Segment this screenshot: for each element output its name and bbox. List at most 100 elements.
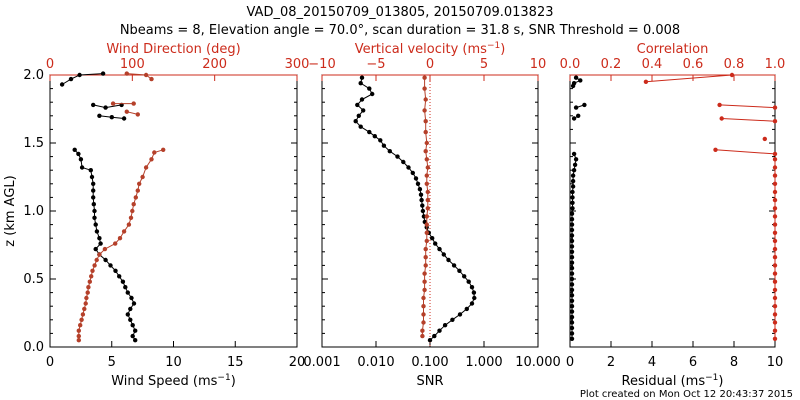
- wind-speed-point: [128, 306, 133, 312]
- x-bottom-tick-label: 20: [289, 355, 306, 370]
- vertical-velocity-point: [420, 328, 425, 333]
- x-top-tick-label: −10: [308, 57, 335, 72]
- residual-point: [569, 265, 575, 271]
- snr-point: [406, 165, 411, 170]
- wind-direction-point: [131, 202, 136, 207]
- correlation-point: [772, 230, 778, 235]
- wind-speed-point: [120, 279, 126, 284]
- correlation-point: [772, 238, 778, 244]
- x-top-tick-label: −5: [366, 57, 385, 72]
- correlation-point: [772, 206, 778, 211]
- correlation-line: [721, 118, 776, 122]
- residual-point: [569, 233, 575, 238]
- x-top-tick-label: 1.0: [765, 57, 786, 72]
- x-bottom-tick-label: 8: [730, 355, 738, 370]
- vertical-velocity-point: [423, 263, 428, 268]
- vertical-velocity-point: [423, 129, 428, 135]
- snr-point: [446, 257, 451, 263]
- snr-point: [469, 301, 475, 306]
- wind-speed-point: [109, 115, 115, 120]
- x-top-tick-label: 0: [46, 57, 54, 72]
- snr-line: [355, 77, 475, 341]
- snr-point: [358, 81, 363, 86]
- snr-point: [367, 86, 372, 91]
- x-top-tick-label: 100: [120, 57, 145, 72]
- residual-point: [569, 331, 575, 336]
- vertical-velocity-point: [424, 238, 429, 244]
- chart-panel-quality: 0 2 4 6 8 10 0.0 0.2 0.4 0.6 0.8 1.0: [560, 57, 786, 370]
- vertical-velocity-point: [421, 304, 426, 309]
- correlation-point: [772, 214, 778, 219]
- wind-speed-point: [91, 202, 97, 207]
- correlation-point: [772, 312, 778, 317]
- residual-point: [569, 314, 575, 320]
- wind-speed-line: [61, 73, 104, 85]
- y-tick-label: 0.5: [23, 272, 44, 287]
- correlation-line: [715, 149, 776, 155]
- x-bottom-tick-label: 10: [165, 355, 182, 370]
- snr-point: [410, 170, 415, 176]
- vertical-velocity-point: [422, 271, 427, 276]
- snr-point: [442, 323, 448, 328]
- residual-point: [569, 276, 575, 282]
- wind-direction-point: [131, 101, 136, 106]
- snr-point: [359, 97, 365, 102]
- wind-speed-point: [88, 168, 94, 173]
- correlation-point: [772, 287, 778, 293]
- wind-direction-point: [92, 263, 97, 268]
- vertical-velocity-point: [423, 246, 428, 252]
- wind-direction-point: [80, 312, 86, 317]
- wind-speed-point: [97, 113, 102, 119]
- wind-direction-point: [89, 274, 94, 279]
- snr-point: [359, 75, 365, 80]
- snr-point: [420, 203, 425, 208]
- x-top-tick-label: 10: [530, 57, 547, 72]
- wind-speed-point: [92, 215, 97, 220]
- y-tick-label: 1.0: [23, 204, 44, 219]
- x-top-tick-label: 200: [202, 57, 227, 72]
- correlation-point: [772, 336, 778, 341]
- x-top-tick-label: 5: [480, 57, 488, 72]
- residual-point: [569, 227, 575, 233]
- wind-speed-line: [74, 149, 136, 341]
- snr-point: [466, 279, 471, 284]
- vertical-velocity-point: [423, 255, 428, 260]
- vertical-velocity-point: [424, 140, 429, 146]
- wind-speed-point: [93, 222, 98, 227]
- correlation-point: [772, 157, 778, 162]
- residual-point: [569, 222, 575, 227]
- snr-point: [420, 208, 426, 214]
- correlation-line: [645, 74, 733, 83]
- wind-speed-point: [77, 72, 82, 78]
- x-bottom-axis-label: Residual (ms−1): [622, 373, 724, 389]
- residual-point: [582, 102, 587, 108]
- snr-point: [457, 312, 463, 317]
- wind-direction-point: [133, 195, 138, 200]
- residual-point: [569, 320, 575, 325]
- x-bottom-tick-label: 10.000: [515, 355, 561, 370]
- snr-point: [419, 197, 424, 203]
- wind-direction-point: [117, 236, 123, 241]
- wind-direction-point: [137, 181, 142, 186]
- snr-point: [367, 129, 372, 135]
- correlation-point: [772, 119, 778, 124]
- wind-direction-point: [76, 328, 82, 333]
- vertical-velocity-point: [424, 214, 429, 219]
- correlation-line: [719, 104, 776, 109]
- x-top-tick-label: 0.2: [601, 57, 622, 72]
- snr-point: [395, 154, 400, 159]
- vertical-velocity-point: [423, 119, 428, 124]
- x-bottom-tick-label: 0.010: [357, 355, 394, 370]
- wind-direction-point: [87, 279, 93, 284]
- x-bottom-tick-label: 6: [689, 355, 697, 370]
- y-axis-label: z (km AGL): [3, 175, 18, 246]
- wind-speed-point: [130, 333, 135, 339]
- chart-panel-vertical: 0.001 0.010 0.100 1.000 10.000 −10 −5 0 5 10: [303, 57, 560, 370]
- vertical-velocity-point: [425, 197, 430, 203]
- wind-direction-point: [76, 333, 82, 339]
- snr-point: [387, 149, 392, 154]
- x-top-tick-label: 0.0: [560, 57, 581, 72]
- snr-point: [472, 295, 477, 301]
- residual-point: [569, 217, 575, 222]
